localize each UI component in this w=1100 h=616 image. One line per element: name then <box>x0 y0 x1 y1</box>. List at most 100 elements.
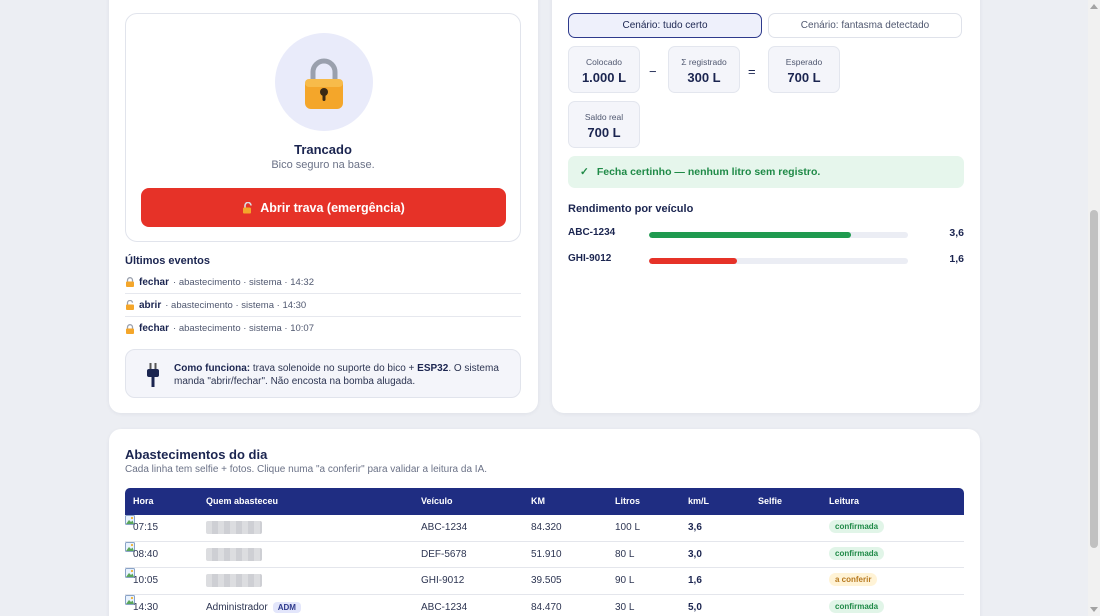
yield-bar-fill <box>649 258 737 264</box>
cell-km: 84.470 <box>531 602 562 613</box>
header-litros: Litros <box>615 496 640 506</box>
lock-status-subtitle: Bico seguro na base. <box>126 159 520 171</box>
reading-status-badge[interactable]: confirmada <box>829 600 884 613</box>
how-it-works-box: Como funciona: trava solenoide no suport… <box>125 349 521 398</box>
cell-litros: 80 L <box>615 549 634 560</box>
cell-kml: 3,6 <box>688 522 702 533</box>
scroll-down-arrow-icon[interactable] <box>1090 607 1098 612</box>
cell-veiculo: DEF-5678 <box>421 549 467 560</box>
cell-km: 39.505 <box>531 575 562 586</box>
stat-colocado: Colocado 1.000 L <box>568 46 640 93</box>
yield-plate: ABC-1234 <box>568 227 615 238</box>
page-scrollbar[interactable] <box>1088 0 1100 616</box>
lock-closed-icon <box>125 277 135 287</box>
header-veiculo: Veículo <box>421 496 453 506</box>
cell-veiculo: GHI-9012 <box>421 575 464 586</box>
check-icon: ✓ <box>580 166 589 178</box>
yield-bar-fill <box>649 232 851 238</box>
event-item: abrir · abastecimento · sistema · 14:30 <box>125 294 521 317</box>
emergency-unlock-button[interactable]: Abrir trava (emergência) <box>141 188 506 227</box>
equals-operator: = <box>748 64 756 79</box>
reading-status-badge[interactable]: confirmada <box>829 547 884 560</box>
cell-litros: 30 L <box>615 602 634 613</box>
refuels-table: Hora Quem abasteceu Veículo KM Litros km… <box>125 488 964 616</box>
padlock-icon <box>303 57 345 111</box>
cell-veiculo: ABC-1234 <box>421 522 467 533</box>
stat-label: Σ registrado <box>669 57 739 67</box>
event-details: · abastecimento · sistema · 14:30 <box>165 300 306 311</box>
scenario-ok-button[interactable]: Cenário: tudo certo <box>568 13 762 38</box>
cell-hora: 08:40 <box>133 549 158 560</box>
table-header: Hora Quem abasteceu Veículo KM Litros km… <box>125 488 964 515</box>
yield-bar-track <box>649 258 908 264</box>
lock-panel: Trancado Bico seguro na base. Abrir trav… <box>109 0 538 413</box>
reconciliation-ok-message: Fecha certinho — nenhum litro sem regist… <box>597 166 820 178</box>
blurred-name <box>206 521 262 534</box>
refuels-table-panel: Abastecimentos do dia Cada linha tem sel… <box>109 429 980 616</box>
cell-hora: 10:05 <box>133 575 158 586</box>
scrollbar-thumb[interactable] <box>1090 210 1098 548</box>
header-leitura: Leitura <box>829 496 859 506</box>
events-title: Últimos eventos <box>125 255 210 267</box>
cell-kml: 5,0 <box>688 602 702 613</box>
reconciliation-panel: Cenário: tudo certo Cenário: fantasma de… <box>552 0 980 413</box>
cell-veiculo: ABC-1234 <box>421 602 467 613</box>
table-row[interactable]: 08:40 DEF-5678 51.910 80 L 3,0 confirmada <box>125 542 964 569</box>
lock-status-circle <box>275 33 373 131</box>
table-row[interactable]: 07:15ABC-123484.320100 L3,6confirmada <box>125 515 964 542</box>
event-details: · abastecimento · sistema · 10:07 <box>173 323 314 334</box>
header-hora: Hora <box>133 496 154 506</box>
stat-saldo-real: Saldo real 700 L <box>568 101 640 148</box>
stat-value: 700 L <box>569 125 639 140</box>
yield-value: 3,6 <box>949 227 964 239</box>
event-action: fechar <box>139 277 169 288</box>
lock-open-icon <box>242 202 254 214</box>
scroll-up-arrow-icon[interactable] <box>1090 4 1098 9</box>
table-row[interactable]: 14:30 AdministradorADM ABC-1234 84.470 30 L 5… <box>125 595 964 616</box>
event-item: fechar · abastecimento · sistema · 10:07 <box>125 317 521 340</box>
stat-value: 700 L <box>769 70 839 85</box>
scenario-ghost-button[interactable]: Cenário: fantasma detectado <box>768 13 962 38</box>
event-item: fechar · abastecimento · sistema · 14:32 <box>125 271 521 294</box>
cell-quem: AdministradorADM <box>206 602 301 613</box>
cell-litros: 100 L <box>615 522 640 533</box>
yield-bar-track <box>649 232 908 238</box>
table-body: 07:15ABC-123484.320100 L3,6confirmada08:… <box>125 515 964 616</box>
stat-value: 300 L <box>669 70 739 85</box>
header-kml: km/L <box>688 496 709 506</box>
stat-label: Colocado <box>569 57 639 67</box>
yield-plate: GHI-9012 <box>568 253 611 264</box>
reading-status-badge[interactable]: a conferir <box>829 573 877 586</box>
yield-row: ABC-1234 3,6 <box>568 227 964 241</box>
cell-km: 84.320 <box>531 522 562 533</box>
minus-operator: − <box>649 64 657 79</box>
yield-row: GHI-9012 1,6 <box>568 253 964 267</box>
blurred-name <box>206 548 262 561</box>
table-subtitle: Cada linha tem selfie + fotos. Clique nu… <box>125 464 487 475</box>
table-title: Abastecimentos do dia <box>125 447 267 462</box>
lock-closed-icon <box>125 324 135 334</box>
yield-title: Rendimento por veículo <box>568 203 693 215</box>
event-action: abrir <box>139 300 161 311</box>
stat-label: Saldo real <box>569 112 639 122</box>
admin-badge: ADM <box>273 602 301 613</box>
cell-litros: 90 L <box>615 575 634 586</box>
plug-icon <box>146 362 160 388</box>
lock-open-icon <box>125 300 135 310</box>
lock-status-box: Trancado Bico seguro na base. Abrir trav… <box>125 13 521 242</box>
cell-hora: 14:30 <box>133 602 158 613</box>
cell-km: 51.910 <box>531 549 562 560</box>
reconciliation-ok-banner: ✓ Fecha certinho — nenhum litro sem regi… <box>568 156 964 188</box>
how-it-works-text: Como funciona: trava solenoide no suport… <box>174 362 509 388</box>
blurred-name <box>206 574 262 587</box>
stat-esperado: Esperado 700 L <box>768 46 840 93</box>
reading-status-badge[interactable]: confirmada <box>829 520 884 533</box>
event-action: fechar <box>139 323 169 334</box>
cell-kml: 3,0 <box>688 549 702 560</box>
lock-status-title: Trancado <box>126 142 520 157</box>
yield-value: 1,6 <box>949 253 964 265</box>
header-km: KM <box>531 496 545 506</box>
table-row[interactable]: 10:05GHI-901239.50590 L1,6a conferir <box>125 568 964 595</box>
stat-registrado: Σ registrado 300 L <box>668 46 740 93</box>
stat-label: Esperado <box>769 57 839 67</box>
